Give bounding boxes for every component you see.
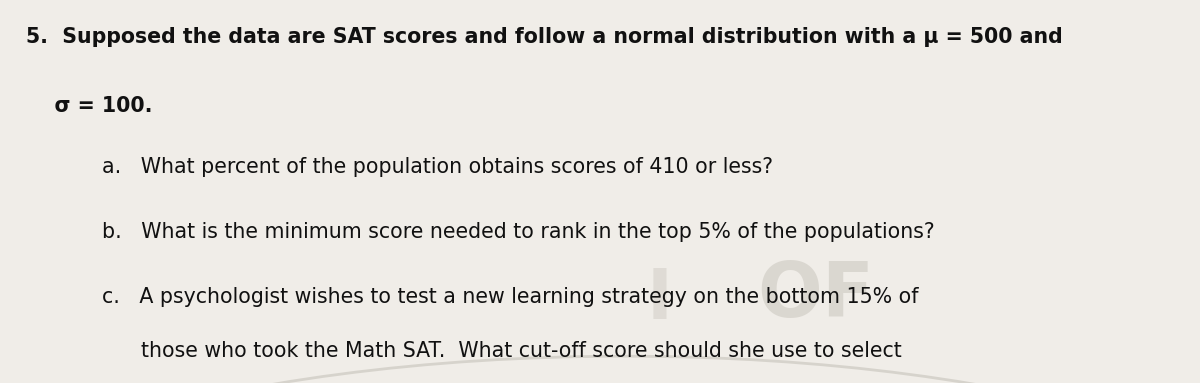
Text: c.   A psychologist wishes to test a new learning strategy on the bottom 15% of: c. A psychologist wishes to test a new l… <box>102 287 918 307</box>
Text: 5.  Supposed the data are SAT scores and follow a normal distribution with a μ =: 5. Supposed the data are SAT scores and … <box>26 27 1063 47</box>
Text: σ = 100.: σ = 100. <box>26 96 152 116</box>
Text: a.   What percent of the population obtains scores of 410 or less?: a. What percent of the population obtain… <box>102 157 773 177</box>
Text: I: I <box>647 266 673 333</box>
Text: OF: OF <box>757 259 875 333</box>
Text: those who took the Math SAT.  What cut-off score should she use to select: those who took the Math SAT. What cut-of… <box>102 341 901 361</box>
Text: b.   What is the minimum score needed to rank in the top 5% of the populations?: b. What is the minimum score needed to r… <box>102 222 935 242</box>
